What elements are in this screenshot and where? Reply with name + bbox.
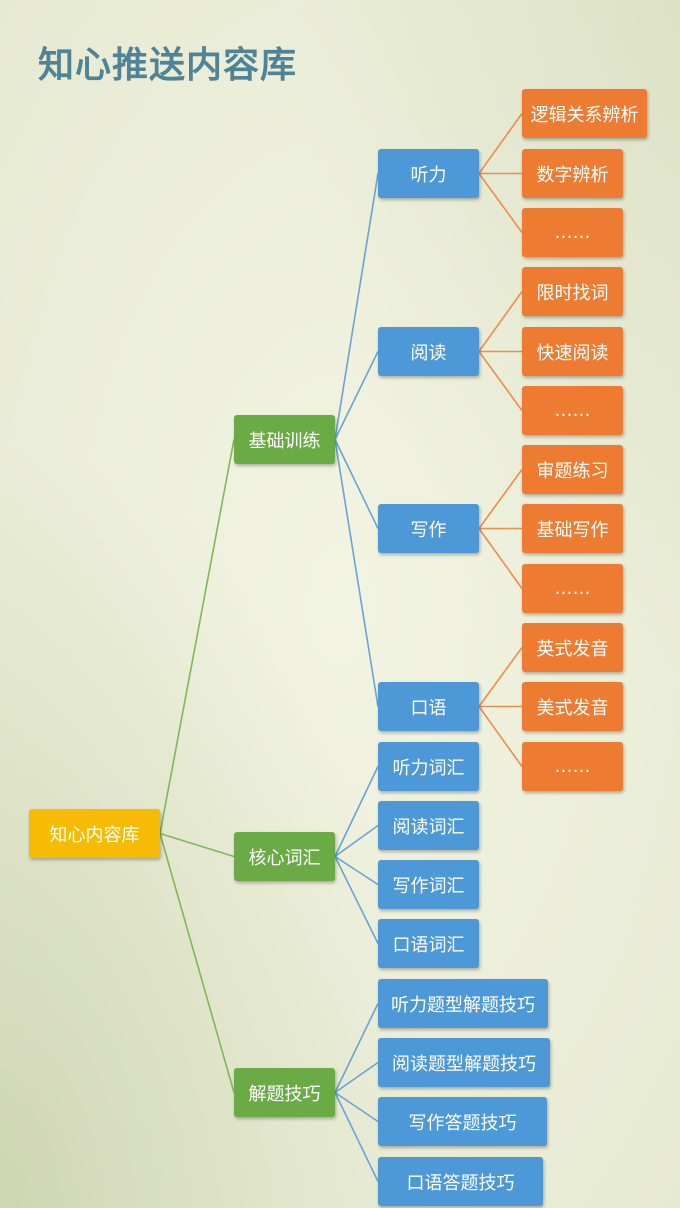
connector-root-node-core-vocabulary — [159, 832, 235, 858]
connector-node-speaking — [334, 439, 379, 707]
node-listening: 听力 — [378, 149, 479, 198]
connector-node-speaking-vocab — [334, 856, 379, 944]
connector-node-reading-skills — [334, 1061, 379, 1094]
connector-node-topic-practice — [478, 469, 523, 529]
connector-node-speaking-more — [478, 706, 523, 767]
connector-node-reading-vocab — [334, 824, 379, 858]
node-writing-skills: 写作答题技巧 — [378, 1097, 547, 1146]
node-reading-more: …… — [522, 386, 623, 435]
connector-node-reading — [334, 351, 379, 440]
node-speaking: 口语 — [378, 682, 479, 731]
node-speaking-more: …… — [522, 742, 623, 791]
node-reading-skills: 阅读题型解题技巧 — [378, 1038, 550, 1087]
node-american-pronunciation: 美式发音 — [522, 682, 623, 731]
node-logic-analysis: 逻辑关系辨析 — [522, 89, 647, 138]
connector-node-listening-more — [478, 173, 523, 233]
node-speaking-vocab: 口语词汇 — [378, 919, 479, 968]
node-speaking-skills: 口语答题技巧 — [378, 1157, 543, 1206]
node-number-analysis: 数字辨析 — [522, 149, 623, 198]
node-topic-practice: 审题练习 — [522, 445, 623, 494]
node-basic-training: 基础训练 — [234, 415, 335, 464]
node-reading: 阅读 — [378, 327, 479, 376]
node-listening-skills: 听力题型解题技巧 — [378, 979, 548, 1028]
node-speed-reading: 快速阅读 — [522, 327, 623, 376]
node-listening-vocab: 听力词汇 — [378, 742, 479, 791]
connector-node-speaking-skills — [334, 1092, 379, 1182]
connector-node-listening-vocab — [334, 766, 379, 857]
node-basic-writing: 基础写作 — [522, 504, 623, 553]
connector-root-node-solving-skills — [159, 833, 235, 1093]
connector-root-node-basic-training — [159, 439, 235, 834]
connector-node-writing-vocab — [334, 855, 379, 886]
page-title: 知心推送内容库 — [38, 44, 298, 86]
node-root: 知心内容库 — [29, 809, 160, 858]
connector-node-listening-skills — [334, 1003, 379, 1093]
node-writing-more: …… — [522, 564, 623, 613]
connector-node-listening — [334, 173, 379, 440]
node-timed-word-search: 限时找词 — [522, 267, 623, 316]
node-british-pronunciation: 英式发音 — [522, 623, 623, 672]
connector-node-writing — [334, 439, 379, 529]
node-writing-vocab: 写作词汇 — [378, 860, 479, 909]
connector-node-logic-analysis — [478, 113, 523, 174]
connector-node-timed-word-search — [478, 291, 523, 352]
node-listening-more: …… — [522, 208, 623, 257]
connector-node-writing-skills — [334, 1091, 379, 1123]
connector-node-writing-more — [478, 528, 523, 589]
node-writing: 写作 — [378, 504, 479, 553]
node-solving-skills: 解题技巧 — [234, 1068, 335, 1117]
connector-node-reading-more — [478, 351, 523, 411]
node-reading-vocab: 阅读词汇 — [378, 801, 479, 850]
connector-node-british-pronunciation — [478, 647, 523, 707]
node-core-vocabulary: 核心词汇 — [234, 832, 335, 881]
